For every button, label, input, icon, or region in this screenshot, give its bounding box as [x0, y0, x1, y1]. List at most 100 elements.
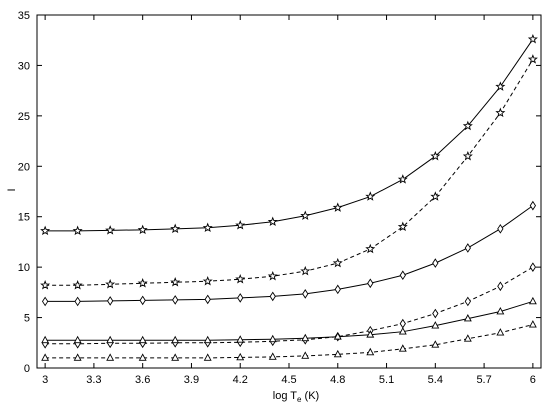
series-5-line	[45, 324, 533, 359]
axes: 3 3.3 3.6 3.9 4.2 4.5 4.8 5.1 5.4 5.7 6 0 5 10 15 20 25 3…	[18, 10, 542, 386]
diamond-marker-s2-p7	[269, 291, 276, 302]
x-tick-label: 5.4	[428, 374, 443, 386]
triangle-marker-s5-p15	[528, 320, 537, 328]
triangle-marker-s4-p7	[268, 334, 277, 343]
x-tick-label: 6	[530, 374, 536, 386]
star-marker-s0-p3	[137, 224, 148, 235]
star-marker-s1-p12	[430, 191, 441, 201]
star-marker-s1-p1	[72, 280, 83, 290]
star-marker-s1-p14	[495, 107, 506, 118]
star-marker-s0-p13	[462, 120, 473, 131]
triangle-marker-s4-p12	[431, 321, 440, 329]
x-axis-label-main: log T	[273, 390, 298, 402]
x-axis-label-unit: (K)	[301, 390, 319, 402]
star-marker-s1-p15	[527, 54, 538, 64]
diamond-marker-s2-p15	[529, 200, 537, 211]
diamond-marker-s2-p8	[302, 289, 309, 299]
series-5	[41, 320, 537, 361]
x-tick-label: 5.1	[379, 374, 394, 386]
star-marker-s0-p11	[397, 174, 408, 184]
y-axis-label: I	[6, 188, 18, 191]
series-0	[40, 33, 538, 236]
triangle-marker-s5-p6	[236, 352, 245, 361]
diamond-marker-s2-p10	[367, 278, 374, 289]
star-marker-s1-p8	[300, 265, 311, 276]
y-tick-label: 0	[24, 363, 30, 375]
triangle-marker-s5-p12	[431, 340, 440, 348]
triangle-marker-s5-p2	[106, 353, 115, 361]
star-marker-s1-p9	[332, 257, 343, 268]
triangle-marker-s5-p1	[73, 353, 82, 361]
diamond-marker-s3-p15	[529, 262, 537, 272]
series-layer	[40, 33, 538, 361]
diamond-marker-s2-p0	[41, 296, 49, 307]
x-axis-label-subscript: e	[297, 395, 302, 404]
triangle-marker-s4-p13	[463, 314, 472, 322]
triangle-marker-s4-p14	[496, 306, 505, 315]
diamond-marker-s2-p4	[172, 295, 179, 305]
x-tick-label: 3.9	[184, 374, 199, 386]
x-tick-label: 5.7	[476, 374, 491, 386]
x-axis-label: log Te (K)	[273, 390, 319, 404]
diamond-marker-s2-p2	[107, 296, 114, 306]
x-tick-label: 4.5	[281, 374, 296, 386]
series-1	[40, 54, 538, 290]
y-tick-label: 30	[18, 60, 30, 72]
star-marker-s0-p10	[365, 191, 376, 201]
diamond-marker-s3-p13	[464, 296, 471, 307]
diamond-marker-s2-p1	[74, 296, 81, 307]
x-tick-label: 3.6	[135, 374, 150, 386]
triangle-marker-s5-p5	[203, 353, 212, 361]
triangle-marker-s5-p8	[301, 351, 310, 359]
star-marker-s0-p5	[202, 222, 213, 233]
series-4	[41, 296, 537, 344]
star-marker-s1-p3	[137, 278, 148, 288]
diamond-marker-s2-p13	[464, 243, 471, 253]
star-marker-s1-p6	[235, 273, 246, 284]
y-tick-label: 25	[18, 111, 30, 123]
star-marker-s0-p4	[170, 223, 181, 234]
diamond-marker-s2-p14	[497, 223, 504, 234]
star-marker-s1-p0	[40, 280, 51, 290]
triangle-marker-s5-p10	[366, 347, 375, 356]
diamond-marker-s3-p12	[432, 308, 439, 319]
star-marker-s0-p9	[332, 202, 343, 212]
series-2	[41, 200, 537, 307]
star-marker-s1-p11	[397, 221, 408, 232]
triangle-marker-s4-p11	[398, 327, 407, 335]
star-marker-s0-p2	[105, 225, 116, 235]
star-marker-s1-p10	[365, 243, 376, 254]
x-tick-label: 4.8	[330, 374, 345, 386]
y-tick-label: 15	[18, 212, 30, 224]
diamond-marker-s3-p14	[497, 281, 504, 292]
triangle-marker-s4-p5	[203, 335, 212, 344]
triangle-marker-s5-p13	[463, 334, 472, 342]
triangle-marker-s5-p0	[41, 353, 50, 361]
diamond-marker-s2-p9	[334, 284, 341, 295]
star-marker-s0-p8	[300, 210, 311, 220]
star-marker-s0-p7	[267, 216, 278, 227]
star-marker-s0-p6	[235, 220, 246, 230]
star-marker-s0-p1	[72, 225, 83, 236]
plot-frame	[36, 14, 542, 369]
y-tick-label: 10	[18, 262, 30, 274]
diamond-marker-s2-p3	[139, 295, 146, 306]
y-tick-label: 20	[18, 161, 30, 173]
diamond-marker-s2-p6	[237, 293, 244, 303]
triangle-marker-s4-p15	[528, 296, 537, 305]
series-4-line	[45, 300, 534, 341]
x-tick-label: 3.3	[86, 374, 101, 386]
triangle-marker-s5-p11	[398, 344, 407, 352]
triangle-marker-s5-p9	[333, 349, 342, 358]
star-marker-s0-p14	[495, 81, 506, 91]
star-marker-s1-p13	[462, 150, 473, 161]
series-2-line	[45, 205, 534, 302]
triangle-marker-s5-p7	[268, 352, 277, 360]
x-tick-label: 4.2	[233, 374, 248, 386]
star-marker-s1-p4	[170, 277, 181, 287]
triangle-marker-s5-p4	[171, 353, 180, 361]
triangle-marker-s4-p0	[41, 335, 50, 344]
triangle-marker-s4-p8	[301, 333, 310, 342]
triangle-marker-s4-p3	[138, 335, 147, 344]
y-tick-label: 5	[24, 313, 30, 325]
